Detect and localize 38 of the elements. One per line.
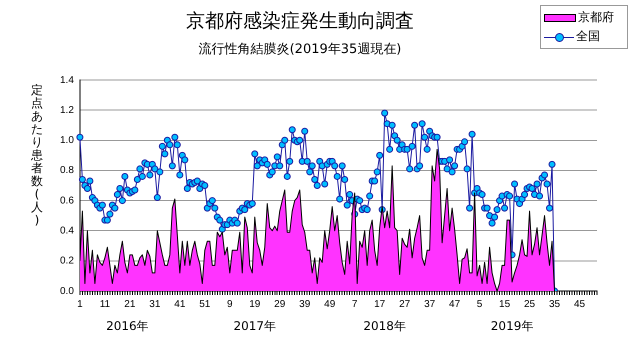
x-tick-label: 47 bbox=[449, 298, 461, 310]
text: 2017年 bbox=[233, 319, 276, 334]
y-tick-label: 1.2 bbox=[60, 104, 74, 116]
y-tick-label: 1.0 bbox=[60, 135, 74, 146]
x-tick-label: 17 bbox=[374, 298, 386, 310]
x-tick-label: 11 bbox=[100, 298, 111, 310]
x-tick-label: 27 bbox=[399, 298, 411, 310]
x-tick-label: 15 bbox=[499, 298, 511, 310]
x-tick-label: 51 bbox=[199, 298, 211, 310]
x-tick-label: 25 bbox=[524, 298, 536, 310]
x-tick-label: 5 bbox=[476, 298, 483, 310]
chart-subtitle: 流行性角結膜炎(2019年35週現在) bbox=[198, 41, 402, 58]
x-tick-label: 49 bbox=[324, 298, 336, 310]
x-tick-label: 35 bbox=[548, 298, 561, 310]
y-tick-label: 0.4 bbox=[60, 225, 74, 236]
legend-label: 京都府 bbox=[578, 9, 614, 26]
y-tick-label: 1.4 bbox=[60, 74, 74, 86]
y-tick-label: 0.0 bbox=[60, 286, 74, 297]
x-tick-label: 29 bbox=[274, 298, 286, 310]
x-tick-label: 31 bbox=[149, 298, 161, 310]
y-tick-label: 0.8 bbox=[60, 165, 74, 176]
x-tick-label: 1 bbox=[77, 298, 84, 310]
x-tick-label: 37 bbox=[424, 298, 436, 310]
legend-label: 全国 bbox=[576, 28, 600, 45]
text: 2016年 bbox=[106, 319, 149, 334]
chart-title: 京都府感染症発生動向調査 bbox=[185, 9, 415, 34]
text: 2019年 bbox=[490, 319, 534, 334]
x-tick-label: 45 bbox=[574, 298, 586, 310]
x-tick-label: 21 bbox=[124, 298, 136, 310]
x-tick-label: 41 bbox=[174, 298, 186, 310]
x-tick-label: 7 bbox=[352, 298, 358, 310]
text: 2018年 bbox=[363, 319, 406, 334]
x-tick-label: 19 bbox=[249, 298, 261, 310]
y-tick-label: 0.6 bbox=[60, 195, 74, 206]
text: 定点あたり患者数(人) bbox=[31, 83, 43, 227]
x-tick-label: 9 bbox=[227, 298, 234, 310]
x-tick-label: 39 bbox=[299, 298, 311, 310]
y-tick-label: 0.2 bbox=[60, 256, 74, 267]
